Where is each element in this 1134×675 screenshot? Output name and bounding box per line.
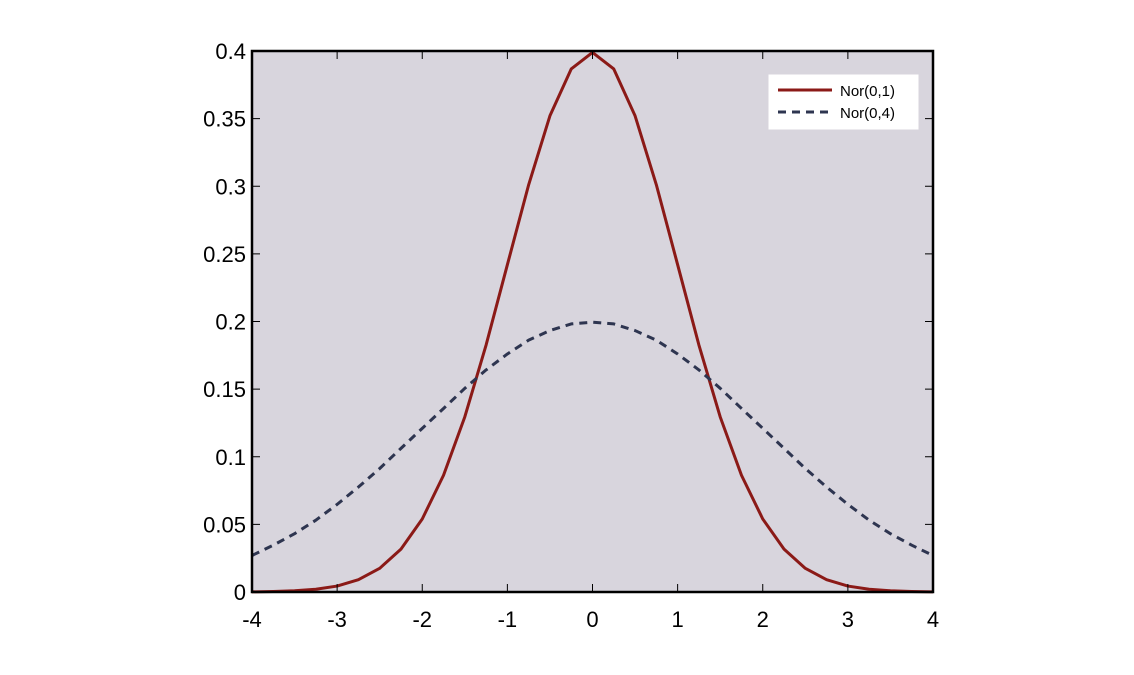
y-tick-label: 0.25 <box>203 242 246 267</box>
x-tick-label: 1 <box>672 607 684 632</box>
x-tick-label: -3 <box>327 607 347 632</box>
series-line-2 <box>251 320 934 557</box>
x-tick-label: -2 <box>412 607 432 632</box>
legend: Nor(0,1) Nor(0,4) <box>768 74 919 130</box>
y-tick-label: 0.15 <box>203 377 246 402</box>
x-tick-label: 2 <box>757 607 769 632</box>
legend-label-2: Nor(0,4) <box>840 105 895 122</box>
y-tick-label: 0.4 <box>215 39 246 64</box>
y-tick-label: 0 <box>234 580 246 605</box>
y-tick-label: 0.2 <box>215 310 246 335</box>
y-tick-label: 0.35 <box>203 107 246 132</box>
plot-frame <box>250 49 935 594</box>
x-tick-label: -4 <box>242 607 262 632</box>
legend-box <box>768 74 919 130</box>
y-tick-label: 0.1 <box>215 445 246 470</box>
x-tick-label: -1 <box>498 607 518 632</box>
plot-area <box>252 51 933 592</box>
ticks-layer: -4 -3 -2 -1 0 1 2 3 4 0 0.05 0.1 0.15 0.2 0.25 0.3 0.35 0… <box>203 39 939 632</box>
x-tick-label: 0 <box>586 607 598 632</box>
y-tick-label: 0.05 <box>203 512 246 537</box>
legend-label-1: Nor(0,1) <box>840 83 895 100</box>
x-tick-label: 3 <box>842 607 854 632</box>
y-tick-label: 0.3 <box>215 174 246 199</box>
x-tick-label: 4 <box>927 607 939 632</box>
